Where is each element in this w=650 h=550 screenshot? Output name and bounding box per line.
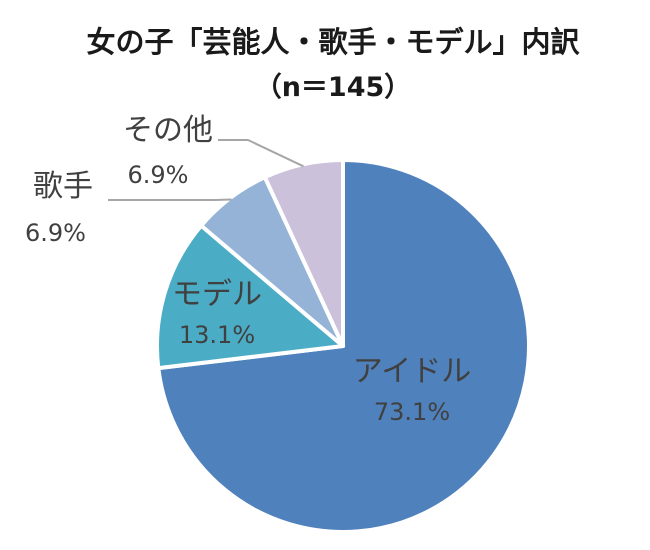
- pie-slice-1: [155, 223, 345, 371]
- slice-value-2: 6.9%: [25, 219, 86, 247]
- chart-subtitle: （n＝145）: [255, 72, 412, 103]
- slice-label-1: モデル: [172, 277, 262, 312]
- slice-value-1: 13.1%: [179, 321, 255, 349]
- slice-value-0: 73.1%: [374, 398, 450, 426]
- slice-label-0: アイドル: [353, 354, 472, 389]
- slice-label-3: その他: [123, 113, 213, 148]
- leader-line-3: [218, 139, 304, 168]
- pie-slices: [155, 158, 531, 534]
- pie-slice-3: [262, 158, 345, 348]
- slice-value-3: 6.9%: [128, 161, 189, 189]
- leader-lines: [108, 139, 304, 201]
- slice-label-2: 歌手: [33, 169, 93, 204]
- chart-title: 女の子「芸能人・歌手・モデル」内訳: [86, 25, 580, 59]
- slice-labels: アイドル 73.1% モデル 13.1% 歌手 6.9% その他 6.9%: [25, 113, 471, 426]
